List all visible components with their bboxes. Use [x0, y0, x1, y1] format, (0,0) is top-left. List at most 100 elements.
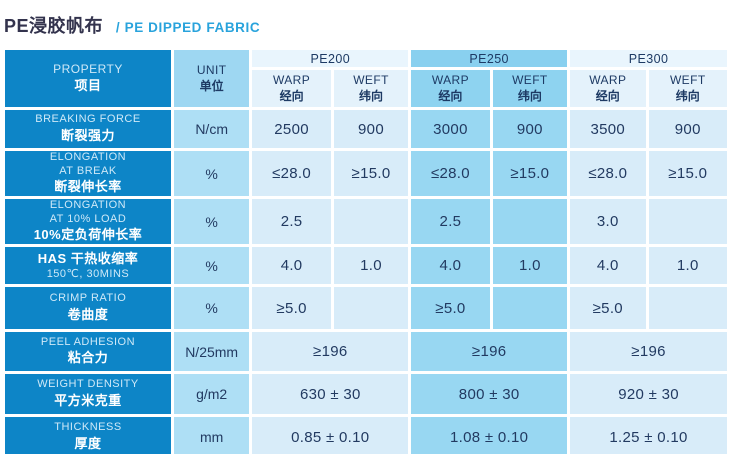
subcol-en-pe300-weft: WEFT [669, 72, 706, 87]
row-label-elongation-at-break: ELONGATION AT BREAK 断裂伸长率 [5, 151, 171, 196]
table-row-breaking-force: BREAKING FORCE 断裂强力 N/cm 2500 900 3000 900 3500… [5, 110, 727, 148]
page-title-zh: PE浸胶帆布 [4, 16, 104, 36]
group-header-pe300: PE300 [570, 50, 727, 67]
cell-breaking-force-pe250-warp: 3000 [411, 110, 490, 148]
row-label-line-peel-adhesion-0: PEEL ADHESION [40, 335, 136, 348]
cell-elongation-at-10-load-pe200-weft [333, 199, 409, 244]
cell-elongation-at-break-pe250-warp: ≤28.0 [411, 151, 490, 196]
subcol-en-pe250-weft: WEFT [512, 72, 548, 87]
subcol-header-pe300-warp: WARP 经向 [570, 70, 646, 107]
table-row-has: HAS 干热收缩率 150℃, 30MINS% 4.0 1.0 4.0 1.0 4.0 1.0 [5, 247, 727, 284]
cell-has-pe250-warp: 4.0 [411, 247, 490, 284]
property-header-zh: 项目 [74, 78, 102, 93]
unit-header-zh: 单位 [199, 78, 224, 93]
page-title: PE浸胶帆布 / PE DIPPED FABRIC [4, 3, 730, 40]
table-row-elongation-at-break: ELONGATION AT BREAK 断裂伸长率% ≤28.0 ≥15.0 ≤28.0 ≥… [5, 151, 727, 196]
cell-peel-adhesion-pe200: ≥196 [252, 332, 409, 371]
subcol-zh-pe300-weft: 纬向 [675, 88, 700, 103]
row-label-line-crimp-ratio-0: CRIMP RATIO [49, 292, 127, 305]
row-label-line-elongation-at-break-1: AT BREAK [59, 164, 117, 177]
cell-elongation-at-break-pe200-weft: ≥15.0 [333, 151, 409, 196]
group-header-pe200: PE200 [252, 50, 409, 67]
row-label-breaking-force: BREAKING FORCE 断裂强力 [5, 110, 171, 148]
cell-breaking-force-pe250-weft: 900 [492, 110, 568, 148]
cell-breaking-force-pe200-weft: 900 [333, 110, 409, 148]
cell-crimp-ratio-pe300-warp: ≥5.0 [570, 287, 646, 329]
unit-header-cell: UNIT 单位 [173, 50, 250, 107]
cell-has-pe300-weft: 1.0 [648, 247, 727, 284]
row-label-line-thickness-1: 厚度 [74, 435, 102, 451]
cell-peel-adhesion-pe250: ≥196 [411, 332, 568, 371]
subcol-zh-pe250-warp: 经向 [438, 88, 463, 103]
subcol-header-pe200-weft: WEFT 纬向 [333, 70, 409, 107]
cell-thickness-pe200: 0.85 ± 0.10 [252, 417, 409, 454]
cell-thickness-pe300: 1.25 ± 0.10 [570, 417, 727, 454]
row-label-has: HAS 干热收缩率 150℃, 30MINS [5, 247, 171, 284]
cell-breaking-force-pe200-warp: 2500 [252, 110, 331, 148]
row-label-line-has-0: HAS 干热收缩率 [37, 250, 139, 266]
cell-crimp-ratio-pe250-weft [492, 287, 568, 329]
cell-elongation-at-break-pe300-warp: ≤28.0 [570, 151, 646, 196]
cell-elongation-at-10-load-pe300-weft [648, 199, 727, 244]
row-label-line-thickness-0: THICKNESS [54, 421, 122, 434]
cell-crimp-ratio-pe200-weft [333, 287, 409, 329]
subcol-header-pe250-warp: WARP 经向 [411, 70, 490, 107]
unit-has: % [173, 247, 250, 284]
subcol-zh-pe300-warp: 经向 [595, 88, 620, 103]
cell-has-pe200-weft: 1.0 [333, 247, 409, 284]
table-row-crimp-ratio: CRIMP RATIO 卷曲度% ≥5.0 ≥5.0 ≥5.0 [5, 287, 727, 329]
subcol-header-pe200-warp: WARP 经向 [252, 70, 331, 107]
cell-breaking-force-pe300-weft: 900 [648, 110, 727, 148]
subcol-en-pe250-warp: WARP [431, 72, 470, 87]
row-label-elongation-at-10-load: ELONGATION AT 10% LOAD 10%定负荷伸长率 [5, 199, 171, 244]
table-row-peel-adhesion: PEEL ADHESION 粘合力 N/25mm ≥196 ≥196 ≥196 [5, 332, 727, 371]
subcol-en-pe200-warp: WARP [273, 72, 311, 87]
cell-elongation-at-10-load-pe250-warp: 2.5 [411, 199, 490, 244]
unit-breaking-force: N/cm [173, 110, 250, 148]
cell-elongation-at-break-pe200-warp: ≤28.0 [252, 151, 331, 196]
subcol-en-pe300-warp: WARP [589, 72, 627, 87]
cell-crimp-ratio-pe250-warp: ≥5.0 [411, 287, 490, 329]
group-header-pe250: PE250 [411, 50, 568, 67]
row-label-line-has-1: 150℃, 30MINS [46, 267, 130, 280]
cell-breaking-force-pe300-warp: 3500 [570, 110, 646, 148]
row-label-line-crimp-ratio-1: 卷曲度 [67, 306, 109, 322]
subcol-zh-pe200-weft: 纬向 [359, 88, 384, 103]
cell-elongation-at-10-load-pe300-warp: 3.0 [570, 199, 646, 244]
cell-elongation-at-break-pe300-weft: ≥15.0 [648, 151, 727, 196]
row-label-line-weight-density-0: WEIGHT DENSITY [37, 378, 139, 391]
subcol-header-pe250-weft: WEFT 纬向 [492, 70, 568, 107]
row-label-line-peel-adhesion-1: 粘合力 [67, 350, 109, 366]
table-head: PROPERTY 项目 UNIT 单位 PE200 PE250 PE300 WARP 经向 WEF… [5, 50, 727, 107]
table-row-thickness: THICKNESS 厚度 mm 0.85 ± 0.10 1.08 ± 0.10 1.25 … [5, 417, 727, 454]
row-label-thickness: THICKNESS 厚度 [5, 417, 171, 454]
row-label-line-elongation-at-break-2: 断裂伸长率 [54, 179, 122, 194]
cell-crimp-ratio-pe200-warp: ≥5.0 [252, 287, 331, 329]
cell-elongation-at-break-pe250-weft: ≥15.0 [492, 151, 568, 196]
page-title-en: / PE DIPPED FABRIC [115, 20, 261, 35]
cell-weight-density-pe200: 630 ± 30 [252, 374, 409, 414]
table-body: BREAKING FORCE 断裂强力 N/cm 2500 900 3000 900 3500… [5, 110, 727, 454]
cell-has-pe300-warp: 4.0 [570, 247, 646, 284]
cell-has-pe200-warp: 4.0 [252, 247, 331, 284]
property-header-cell: PROPERTY 项目 [5, 50, 171, 107]
row-label-line-elongation-at-10-load-0: ELONGATION [49, 199, 127, 211]
cell-weight-density-pe250: 800 ± 30 [411, 374, 568, 414]
table-row-weight-density: WEIGHT DENSITY 平方米克重 g/m2 630 ± 30 800 ± 30 9… [5, 374, 727, 414]
spec-table: PROPERTY 项目 UNIT 单位 PE200 PE250 PE300 WARP 经向 WEF… [2, 47, 730, 454]
row-label-line-elongation-at-10-load-1: AT 10% LOAD [49, 212, 127, 225]
subcol-header-pe300-weft: WEFT 纬向 [648, 70, 727, 107]
cell-weight-density-pe300: 920 ± 30 [570, 374, 727, 414]
row-label-crimp-ratio: CRIMP RATIO 卷曲度 [5, 287, 171, 329]
row-label-weight-density: WEIGHT DENSITY 平方米克重 [5, 374, 171, 414]
cell-has-pe250-weft: 1.0 [492, 247, 568, 284]
unit-thickness: mm [173, 417, 250, 454]
table-row-elongation-at-10-load: ELONGATION AT 10% LOAD 10%定负荷伸长率% 2.5 2.5 3.0 [5, 199, 727, 244]
unit-crimp-ratio: % [173, 287, 250, 329]
cell-elongation-at-10-load-pe250-weft [492, 199, 568, 244]
row-label-line-breaking-force-1: 断裂强力 [60, 127, 115, 143]
unit-elongation-at-10-load: % [173, 199, 250, 244]
unit-weight-density: g/m2 [173, 374, 250, 414]
row-label-peel-adhesion: PEEL ADHESION 粘合力 [5, 332, 171, 371]
